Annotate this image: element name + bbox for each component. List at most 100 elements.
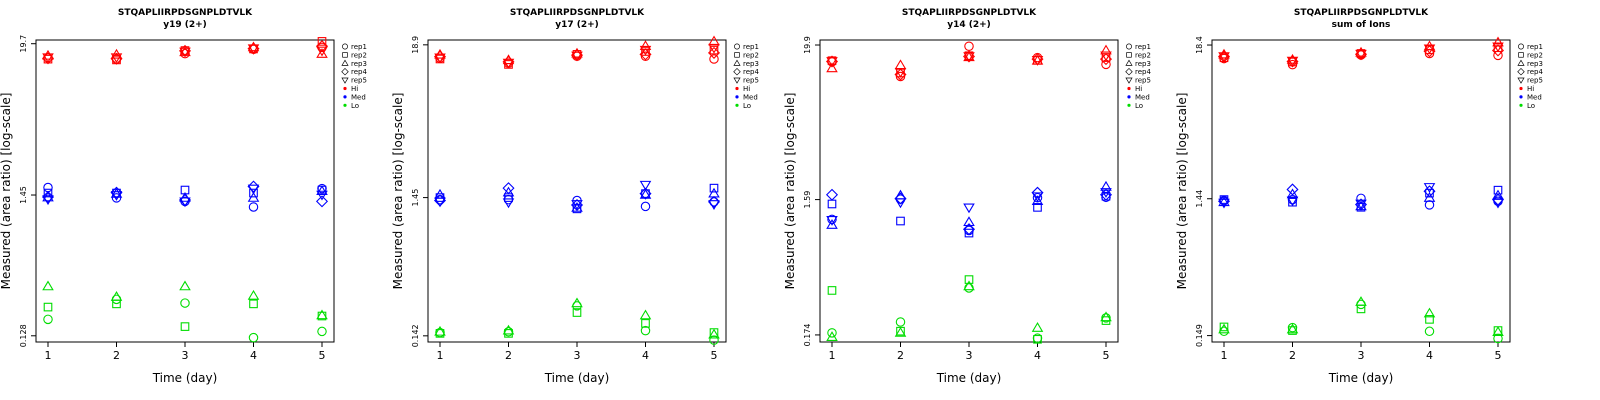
legend-symbol-rep1 — [342, 43, 348, 50]
legend-label-rep4: rep4 — [1135, 68, 1151, 76]
legend-symbol-rep5 — [341, 77, 349, 84]
data-point-med-rep1-day1 — [827, 214, 837, 225]
legend-label-rep1: rep1 — [743, 43, 759, 51]
x-tick-label: 1 — [437, 349, 444, 362]
data-point-med-rep1-day1 — [43, 182, 53, 193]
legend-label-hi: Hi — [351, 85, 358, 93]
data-point-hi-rep4-day5 — [707, 46, 721, 59]
data-point-med-rep5-day3 — [1355, 199, 1367, 210]
data-point-lo-rep2-day1 — [1219, 322, 1229, 332]
data-point-med-rep3-day5 — [316, 185, 328, 196]
legend-label-rep2: rep2 — [351, 51, 367, 59]
data-point-med-rep4-day5 — [1099, 188, 1113, 201]
data-point-lo-rep2-day2 — [504, 329, 513, 338]
x-axis-label: Time (day) — [1328, 371, 1394, 385]
data-point-med-rep2-day5 — [709, 183, 719, 193]
data-point-med-rep2-day1 — [827, 199, 837, 209]
data-point-med-rep2-day4 — [249, 188, 258, 198]
data-point-lo-rep2-day3 — [180, 322, 190, 331]
data-point-med-rep4-day4 — [1423, 185, 1436, 198]
data-point-lo-rep1-day4 — [248, 332, 259, 343]
x-tick-label: 2 — [113, 349, 120, 362]
data-point-lo-rep3-day1 — [1218, 323, 1230, 334]
data-point-med-rep3-day1 — [826, 219, 838, 229]
data-point-med-rep4-day2 — [1286, 183, 1299, 196]
data-point-med-rep5-day5 — [708, 200, 720, 211]
x-axis-label: Time (day) — [152, 371, 218, 385]
legend-label-rep4: rep4 — [743, 68, 759, 76]
data-point-lo-rep2-day3 — [964, 275, 974, 284]
data-point-hi-rep5-day2 — [1286, 56, 1299, 67]
y-tick-label: 18.4 — [1195, 36, 1204, 54]
legend-label-rep3: rep3 — [351, 60, 367, 68]
legend-symbol-rep5 — [733, 77, 741, 84]
y-tick-label: 19.7 — [19, 35, 28, 53]
data-point-med-rep5-day4 — [1423, 183, 1436, 193]
x-axis-label: Time (day) — [936, 371, 1002, 385]
legend-label-hi: Hi — [1527, 85, 1534, 93]
x-tick-label: 3 — [574, 349, 581, 362]
data-point-hi-rep4-day5 — [1491, 44, 1505, 57]
data-point-lo-rep2-day4 — [641, 319, 650, 328]
x-tick-label: 2 — [897, 349, 904, 362]
legend-dot-med — [1127, 95, 1131, 99]
legend-label-lo: Lo — [1527, 102, 1535, 110]
legend-dot-med — [735, 95, 739, 99]
data-point-lo-rep3-day3 — [571, 297, 583, 308]
legend-label-med: Med — [1135, 93, 1150, 101]
y-tick-label: 18.9 — [411, 36, 420, 54]
data-point-hi-rep5-day4 — [639, 45, 652, 56]
y-tick-label: 0.128 — [19, 324, 28, 347]
data-point-med-rep4-day5 — [707, 195, 721, 208]
data-point-lo-rep3-day5 — [316, 309, 328, 320]
data-point-med-rep4-day1 — [825, 188, 839, 201]
y-axis-label: Measured (area ratio) [log-scale] — [0, 93, 13, 290]
data-point-med-rep3-day2 — [1286, 188, 1299, 199]
data-point-med-rep5-day2 — [894, 198, 907, 209]
data-point-med-rep5-day5 — [1100, 188, 1112, 198]
x-tick-label: 1 — [45, 349, 52, 362]
legend-symbol-rep2 — [1518, 52, 1524, 58]
legend-symbol-rep3 — [1517, 59, 1525, 66]
data-point-lo-rep2-day4 — [1033, 334, 1042, 344]
data-point-hi-rep5-day5 — [1492, 42, 1504, 53]
data-point-lo-rep3-day2 — [1286, 323, 1299, 334]
data-point-hi-rep4-day4 — [1423, 45, 1436, 58]
data-point-hi-rep5-day4 — [1031, 55, 1044, 66]
data-point-lo-rep2-day1 — [43, 302, 53, 312]
legend-label-lo: Lo — [1135, 102, 1143, 110]
chart-title: STQAPLIIRPDSGNPLDTVLK — [118, 8, 253, 18]
data-point-hi-rep5-day5 — [1100, 51, 1112, 62]
x-tick-label: 1 — [1221, 349, 1228, 362]
data-point-hi-rep5-day1 — [42, 53, 54, 64]
x-tick-label: 1 — [829, 349, 836, 362]
chart-title: STQAPLIIRPDSGNPLDTVLK — [1294, 8, 1429, 18]
legend-symbol-rep3 — [341, 59, 349, 66]
data-point-med-rep3-day1 — [42, 191, 54, 202]
legend-label-rep3: rep3 — [1527, 60, 1543, 68]
data-point-lo-rep3-day1 — [42, 280, 54, 291]
legend-label-lo: Lo — [351, 102, 359, 110]
x-tick-label: 4 — [250, 349, 257, 362]
chart-panel-3: STQAPLIIRPDSGNPLDTVLK y14 (2+) 1 2 3 4 5 0.174 1… — [784, 8, 1151, 385]
legend-label-rep5: rep5 — [351, 77, 367, 85]
chart-panel-2: STQAPLIIRPDSGNPLDTVLK y17 (2+) 1 2 3 4 5 0.142 1… — [392, 8, 759, 385]
data-point-hi-rep5-day4 — [247, 44, 260, 55]
legend-label-med: Med — [351, 93, 366, 101]
x-tick-label: 3 — [966, 349, 973, 362]
data-point-med-rep3-day4 — [247, 191, 260, 202]
data-point-med-rep5-day1 — [434, 197, 446, 208]
legend-label-rep4: rep4 — [351, 68, 367, 76]
data-point-hi-rep1-day3 — [964, 41, 974, 52]
y-tick-label: 0.174 — [803, 323, 812, 346]
data-point-med-rep4-day5 — [1491, 193, 1505, 206]
legend-symbol-rep2 — [1126, 52, 1132, 58]
legend-symbol-rep3 — [1125, 59, 1133, 66]
plot-frame — [427, 39, 727, 343]
legend-symbol-rep4 — [733, 67, 741, 76]
data-point-hi-rep5-day1 — [434, 53, 446, 64]
legend-symbol-rep2 — [342, 52, 348, 58]
data-point-lo-rep3-day3 — [963, 280, 975, 291]
data-point-med-rep5-day3 — [571, 200, 583, 211]
legend-symbol-rep4 — [1125, 67, 1133, 76]
